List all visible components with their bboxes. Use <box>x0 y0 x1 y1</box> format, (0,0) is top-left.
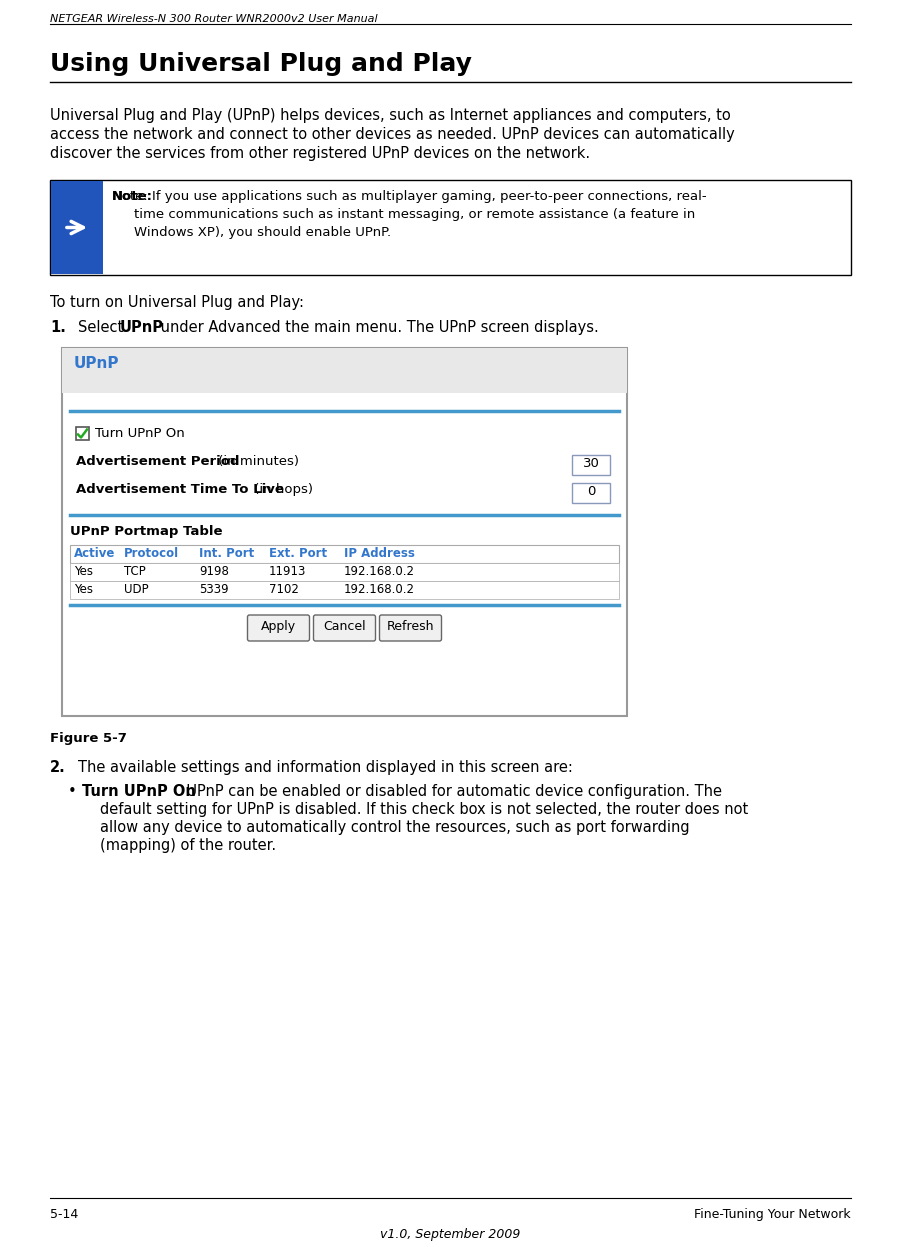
Text: 0: 0 <box>587 485 596 498</box>
Text: UPnP Portmap Table: UPnP Portmap Table <box>70 525 223 537</box>
Text: The available settings and information displayed in this screen are:: The available settings and information d… <box>78 759 573 774</box>
Text: discover the services from other registered UPnP devices on the network.: discover the services from other registe… <box>50 146 590 161</box>
Text: Using Universal Plug and Play: Using Universal Plug and Play <box>50 52 472 76</box>
Text: Select: Select <box>78 320 128 335</box>
Text: NETGEAR Wireless-N 300 Router WNR2000v2 User Manual: NETGEAR Wireless-N 300 Router WNR2000v2 … <box>50 14 378 24</box>
FancyBboxPatch shape <box>572 455 610 475</box>
Text: Universal Plug and Play (UPnP) helps devices, such as Internet appliances and co: Universal Plug and Play (UPnP) helps dev… <box>50 108 731 123</box>
Text: 192.168.0.2: 192.168.0.2 <box>344 584 415 596</box>
Text: (mapping) of the router.: (mapping) of the router. <box>100 838 276 853</box>
Text: Windows XP), you should enable UPnP.: Windows XP), you should enable UPnP. <box>134 226 391 239</box>
Text: (in minutes): (in minutes) <box>214 455 299 468</box>
Text: Fine-Tuning Your Network: Fine-Tuning Your Network <box>695 1208 851 1221</box>
FancyBboxPatch shape <box>62 348 627 716</box>
Text: Refresh: Refresh <box>387 620 434 633</box>
Text: Apply: Apply <box>261 620 296 633</box>
Text: (in hops): (in hops) <box>250 483 313 496</box>
Text: Turn UPnP On: Turn UPnP On <box>95 426 185 440</box>
Text: 30: 30 <box>583 456 599 470</box>
FancyBboxPatch shape <box>314 615 376 641</box>
FancyBboxPatch shape <box>50 180 851 276</box>
Text: To turn on Universal Plug and Play:: To turn on Universal Plug and Play: <box>50 296 304 311</box>
FancyBboxPatch shape <box>70 545 619 562</box>
Text: Int. Port: Int. Port <box>199 547 254 560</box>
FancyBboxPatch shape <box>248 615 310 641</box>
Text: UDP: UDP <box>124 584 149 596</box>
Text: 1.: 1. <box>50 320 66 335</box>
Text: Active: Active <box>74 547 115 560</box>
Text: •: • <box>68 784 77 799</box>
Text: Advertisement Period: Advertisement Period <box>76 455 240 468</box>
Text: Yes: Yes <box>74 584 93 596</box>
Text: access the network and connect to other devices as needed. UPnP devices can auto: access the network and connect to other … <box>50 127 734 142</box>
Text: 7102: 7102 <box>269 584 299 596</box>
Text: Protocol: Protocol <box>124 547 179 560</box>
Text: 2.: 2. <box>50 759 66 774</box>
Text: Cancel: Cancel <box>323 620 366 633</box>
Text: UPnP: UPnP <box>74 355 120 372</box>
Text: under Advanced the main menu. The UPnP screen displays.: under Advanced the main menu. The UPnP s… <box>156 320 599 335</box>
Text: 5339: 5339 <box>199 584 229 596</box>
Text: 192.168.0.2: 192.168.0.2 <box>344 565 415 579</box>
FancyBboxPatch shape <box>51 181 103 274</box>
Text: Note: If you use applications such as multiplayer gaming, peer-to-peer connectio: Note: If you use applications such as mu… <box>112 190 706 203</box>
Text: 5-14: 5-14 <box>50 1208 78 1221</box>
Text: UPnP: UPnP <box>120 320 164 335</box>
FancyBboxPatch shape <box>572 483 610 503</box>
FancyBboxPatch shape <box>70 562 619 581</box>
FancyBboxPatch shape <box>379 615 441 641</box>
FancyBboxPatch shape <box>70 581 619 599</box>
Text: default setting for UPnP is disabled. If this check box is not selected, the rou: default setting for UPnP is disabled. If… <box>100 802 748 817</box>
Text: Ext. Port: Ext. Port <box>269 547 327 560</box>
Text: Yes: Yes <box>74 565 93 579</box>
Text: allow any device to automatically control the resources, such as port forwarding: allow any device to automatically contro… <box>100 821 689 835</box>
Text: Advertisement Time To Live: Advertisement Time To Live <box>76 483 284 496</box>
Text: . UPnP can be enabled or disabled for automatic device configuration. The: . UPnP can be enabled or disabled for au… <box>177 784 722 799</box>
FancyBboxPatch shape <box>76 426 89 440</box>
Text: time communications such as instant messaging, or remote assistance (a feature i: time communications such as instant mess… <box>134 208 696 221</box>
Text: Figure 5-7: Figure 5-7 <box>50 732 127 744</box>
Text: 11913: 11913 <box>269 565 306 579</box>
Text: Note:: Note: <box>112 190 153 203</box>
Text: v1.0, September 2009: v1.0, September 2009 <box>380 1228 520 1241</box>
Text: IP Address: IP Address <box>344 547 414 560</box>
Text: 9198: 9198 <box>199 565 229 579</box>
Text: Turn UPnP On: Turn UPnP On <box>82 784 196 799</box>
Text: TCP: TCP <box>124 565 146 579</box>
FancyBboxPatch shape <box>62 348 627 393</box>
